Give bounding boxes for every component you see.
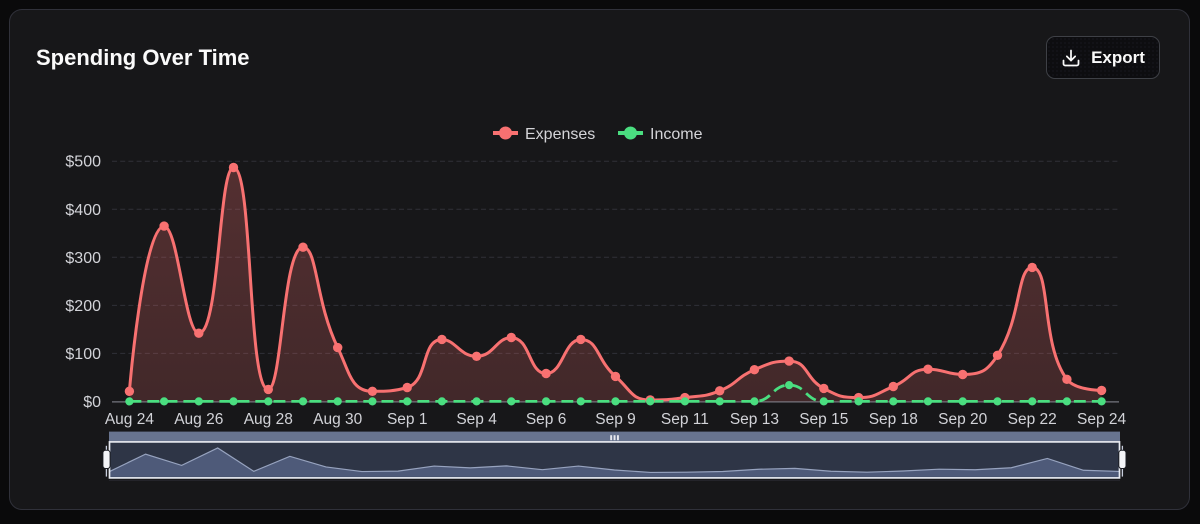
svg-text:Aug 24: Aug 24 [105,411,155,428]
svg-text:Expenses: Expenses [525,126,595,143]
svg-text:$500: $500 [65,154,101,171]
svg-text:Income: Income [650,126,703,143]
svg-text:Sep 9: Sep 9 [595,411,636,428]
svg-text:Sep 6: Sep 6 [526,411,567,428]
svg-text:Sep 20: Sep 20 [938,411,988,428]
svg-text:Sep 15: Sep 15 [799,411,848,428]
svg-text:Sep 11: Sep 11 [661,411,709,428]
svg-text:$400: $400 [65,202,101,219]
svg-text:Sep 1: Sep 1 [387,411,428,428]
svg-text:Aug 28: Aug 28 [244,411,293,428]
svg-text:Sep 4: Sep 4 [456,411,497,428]
svg-text:$0: $0 [83,394,101,411]
svg-text:Sep 24: Sep 24 [1077,411,1127,428]
svg-text:$300: $300 [65,250,101,267]
svg-text:Aug 30: Aug 30 [313,411,363,428]
svg-text:Sep 13: Sep 13 [730,411,779,428]
svg-text:Sep 18: Sep 18 [869,411,918,428]
svg-text:Aug 26: Aug 26 [174,411,223,428]
svg-text:$200: $200 [65,298,101,315]
svg-text:Sep 22: Sep 22 [1008,411,1057,428]
svg-text:$100: $100 [65,346,101,363]
